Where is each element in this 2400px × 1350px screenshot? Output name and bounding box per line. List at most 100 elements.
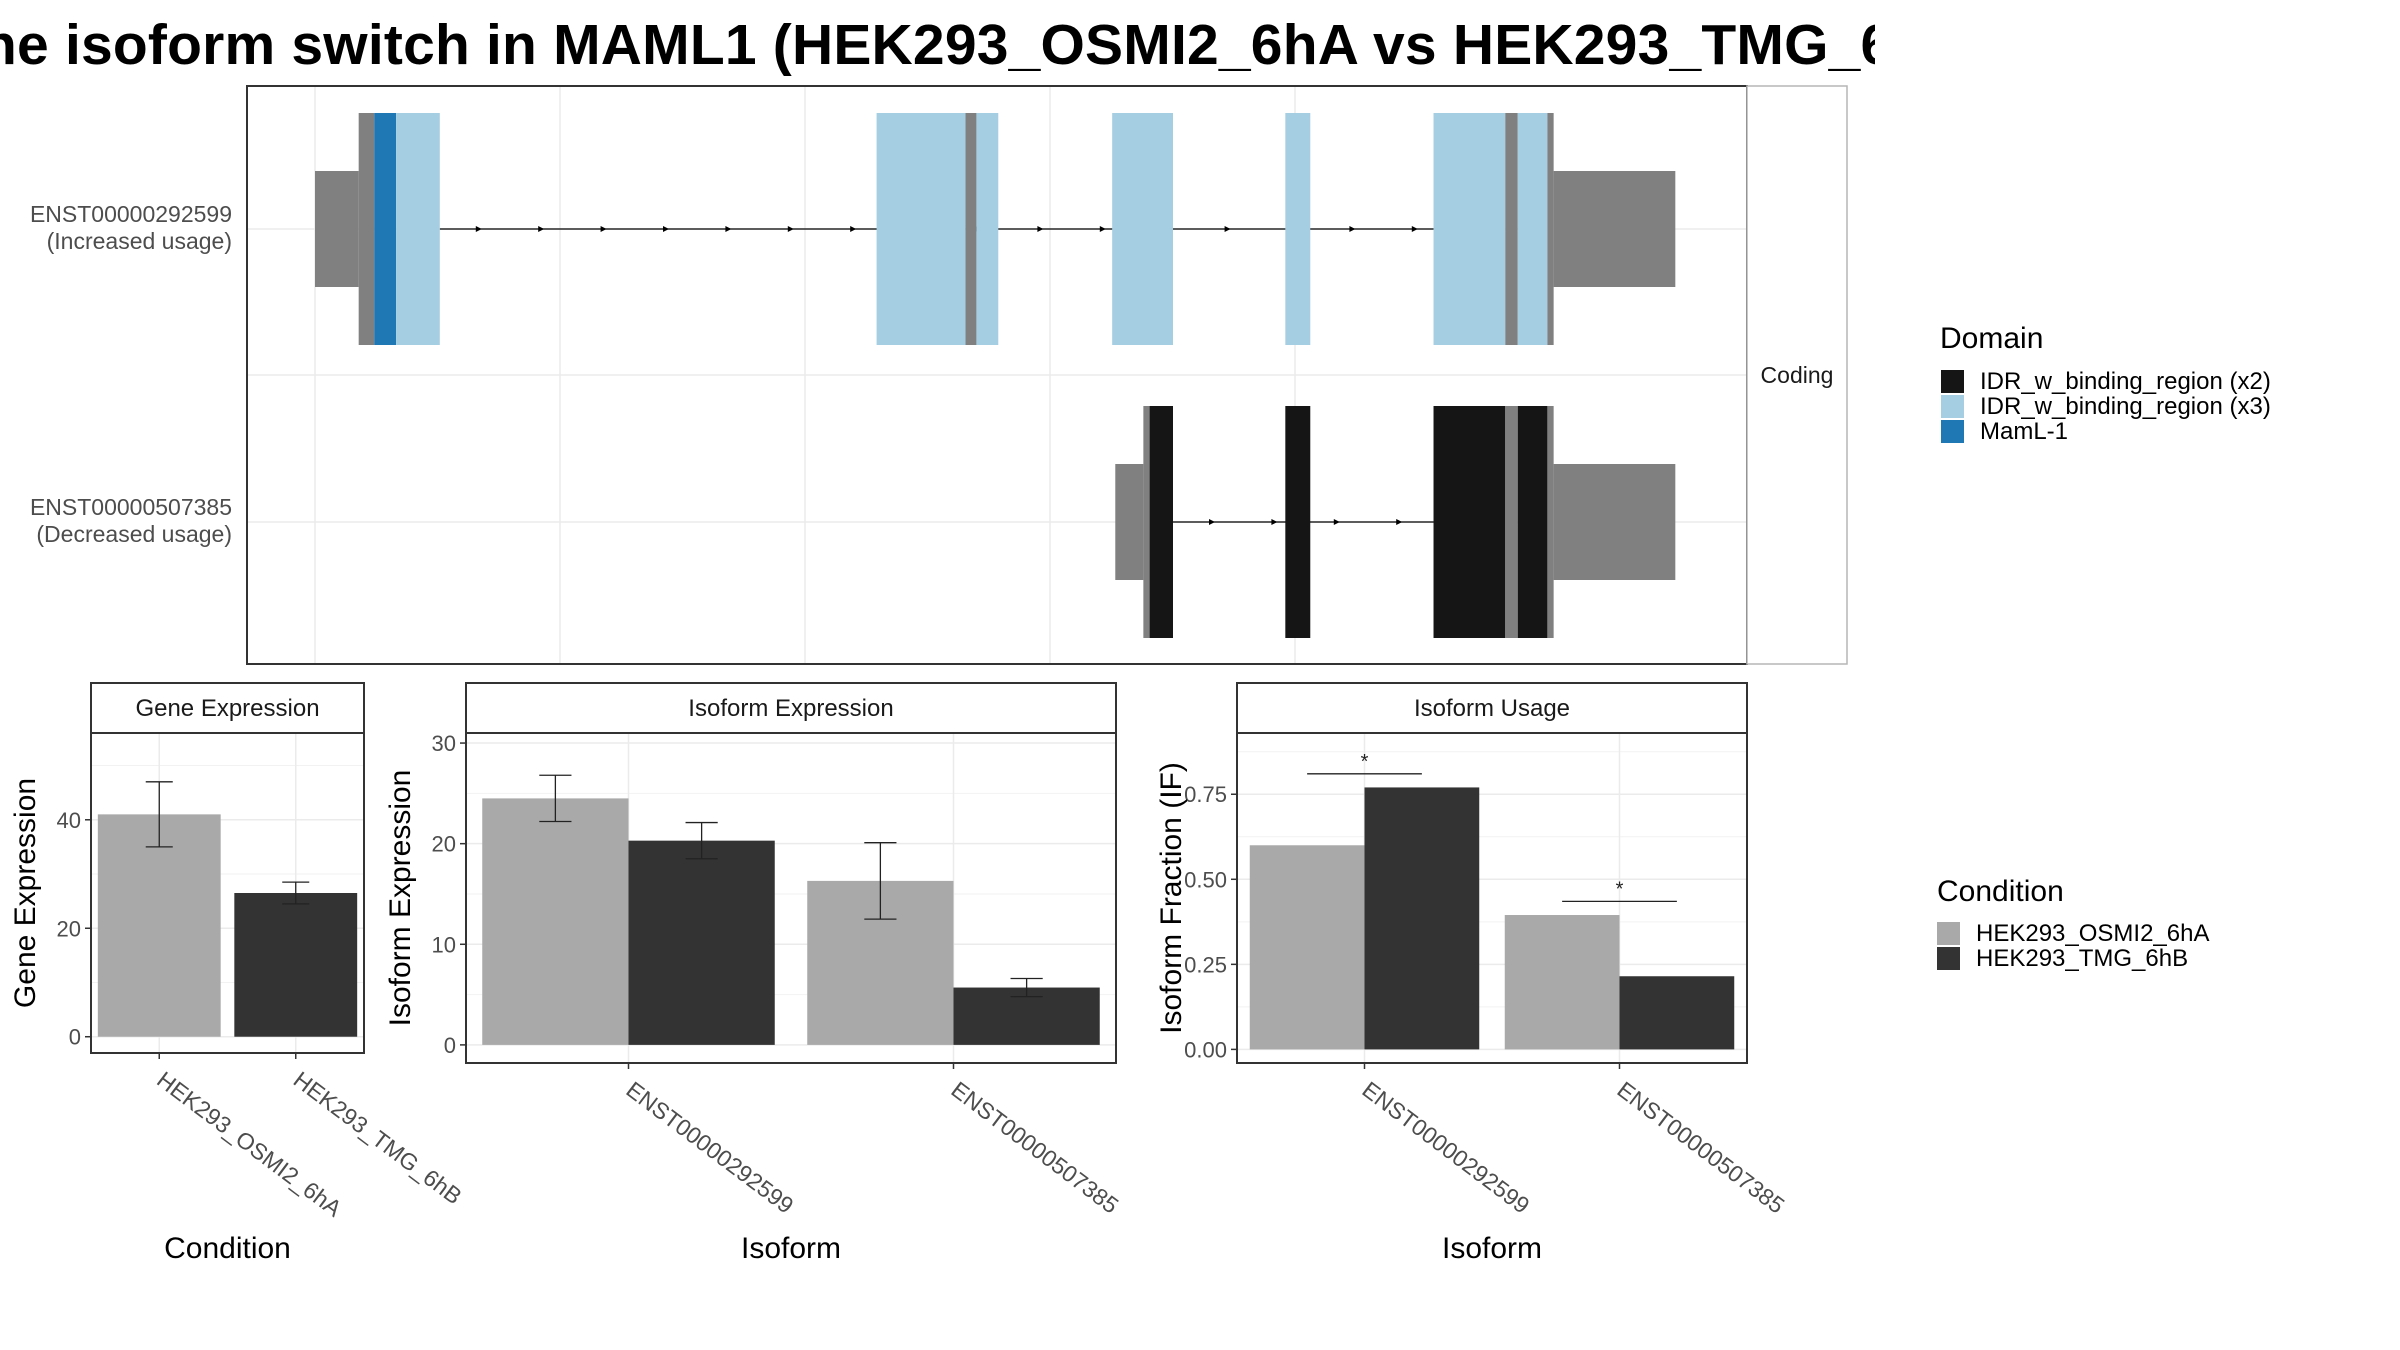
exon-idr_x2	[1285, 406, 1311, 638]
isoform-usage-panel: 0.00 0.25 0.50 0.75 ENST00000292599 ENST00000…	[1155, 682, 1790, 1265]
intron-arrow	[1333, 519, 1340, 525]
y-tick-label: 20	[57, 916, 81, 941]
legend-domain-label: IDR_w_binding_region (x2)	[1980, 368, 2271, 395]
intron-arrow	[538, 226, 545, 232]
y-tick-label: 0	[69, 1025, 81, 1050]
y-axis-label: Isoform Fraction (IF)	[1155, 762, 1188, 1034]
bar	[1619, 976, 1735, 1050]
isoform-usage-label: (Decreased usage)	[36, 521, 232, 547]
intron-arrow	[1209, 519, 1215, 525]
exon-idr_x3	[876, 113, 966, 345]
intron-arrow	[1271, 519, 1278, 525]
y-axis-label: Isoform Expression	[384, 770, 417, 1027]
y-tick-label: 40	[57, 808, 81, 833]
x-axis-label: Condition	[164, 1232, 291, 1265]
exon-idr_x2	[1149, 406, 1173, 638]
x-axis-label: Isoform	[1442, 1232, 1542, 1265]
y-tick-label: 0.25	[1184, 952, 1227, 977]
intron-arrow	[663, 226, 669, 232]
intron-arrow	[1224, 226, 1231, 232]
bar	[97, 814, 221, 1037]
exon-cds	[1547, 406, 1554, 638]
exon-idr_x2	[1433, 406, 1506, 638]
coding-strip	[1746, 85, 1848, 665]
intron-arrow	[600, 226, 607, 232]
isoform-expression-panel: 0 10 20 30 ENST00000292599 ENST00000507385 Iso…	[384, 682, 1124, 1265]
x-tick-label: ENST00000507385	[1612, 1076, 1789, 1218]
intron-arrow	[475, 226, 482, 232]
y-tick-label: 0.50	[1184, 867, 1227, 892]
gene-expression-panel: 02040HEK293_OSMI2_6hAHEK293_TMG_6hBGene …	[9, 682, 467, 1265]
y-tick-label: 0.75	[1184, 782, 1227, 807]
legends: Domain IDR_w_binding_region (x2)IDR_w_bin…	[1937, 322, 2271, 972]
intron-arrow	[850, 226, 857, 232]
panel-title: Isoform Usage	[1414, 695, 1570, 722]
significance-label: *	[1616, 878, 1624, 900]
exon-utr_cds	[358, 113, 375, 345]
bar	[1364, 787, 1480, 1050]
exon-idr_x3	[1112, 113, 1173, 345]
intron-arrow	[1349, 226, 1356, 232]
isoform-usage-label: (Increased usage)	[47, 228, 232, 254]
intron-arrow	[1411, 226, 1418, 232]
intron-arrow	[787, 226, 794, 232]
panel-title: Gene Expression	[135, 695, 319, 722]
y-axis-label: Gene Expression	[9, 778, 42, 1008]
y-tick-label: 0.00	[1184, 1037, 1227, 1062]
exon-cds	[1143, 406, 1150, 638]
exon-idr_x3	[1517, 113, 1548, 345]
x-tick-label: ENST00000292599	[621, 1076, 798, 1218]
exon-maml	[374, 113, 397, 345]
legend-condition-key	[1937, 922, 1960, 945]
bar	[234, 893, 358, 1037]
exon-idr_x3	[396, 113, 440, 345]
page-title: he isoform switch in MAML1 (HEK293_OSMI2…	[0, 0, 1875, 90]
intron-arrow	[1037, 226, 1044, 232]
legend-condition-label: HEK293_OSMI2_6hA	[1976, 920, 2209, 947]
bar	[1504, 915, 1620, 1050]
legend-domain-title: Domain	[1940, 322, 2043, 355]
coding-strip-label: Coding	[1761, 362, 1834, 388]
bar	[482, 798, 629, 1045]
isoform-id-label: ENST00000507385	[30, 494, 232, 520]
y-tick-label: 20	[432, 832, 456, 857]
intron-arrow	[1099, 226, 1106, 232]
x-tick-label: ENST00000507385	[946, 1076, 1123, 1218]
exon-idr_x2	[1517, 406, 1548, 638]
isoform-id-label: ENST00000292599	[30, 201, 232, 227]
exon-utr	[1553, 171, 1676, 287]
bar	[1249, 845, 1365, 1050]
exon-cds	[1547, 113, 1554, 345]
title-text: he isoform switch in MAML1 (HEK293_OSMI2…	[0, 13, 1875, 77]
exon-idr_x3	[976, 113, 999, 345]
significance-label: *	[1361, 751, 1369, 773]
exon-utr	[315, 171, 359, 287]
legend-domain-key	[1941, 370, 1964, 393]
y-tick-label: 30	[432, 731, 456, 756]
legend-condition-label: HEK293_TMG_6hB	[1976, 945, 2188, 972]
exon-utr	[1553, 464, 1676, 580]
panel-strip	[1236, 682, 1748, 734]
exon-cds	[1505, 113, 1518, 345]
panel-strip	[90, 682, 365, 734]
panel-strip	[465, 682, 1117, 734]
legend-condition-title: Condition	[1937, 875, 2064, 908]
x-tick-label: ENST00000292599	[1357, 1076, 1534, 1218]
legend-domain-key	[1941, 420, 1964, 443]
intron-arrow	[725, 226, 732, 232]
legend-domain-label: IDR_w_binding_region (x3)	[1980, 393, 2271, 420]
transcript-structure-panel: ENST00000292599(Increased usage) ENST0000…	[30, 85, 1848, 665]
y-tick-label: 10	[432, 932, 456, 957]
x-axis-label: Isoform	[741, 1232, 841, 1265]
exon-idr_x3	[1433, 113, 1506, 345]
bar	[628, 840, 775, 1045]
exon-idr_x3	[1285, 113, 1311, 345]
legend-domain-label: MamL-1	[1980, 418, 2068, 445]
legend-domain-key	[1941, 395, 1964, 418]
exon-cds	[1505, 406, 1518, 638]
exon-utr	[1115, 464, 1144, 580]
intron-arrow	[1396, 519, 1403, 525]
legend-condition-key	[1937, 947, 1960, 970]
exon-cds	[965, 113, 977, 345]
